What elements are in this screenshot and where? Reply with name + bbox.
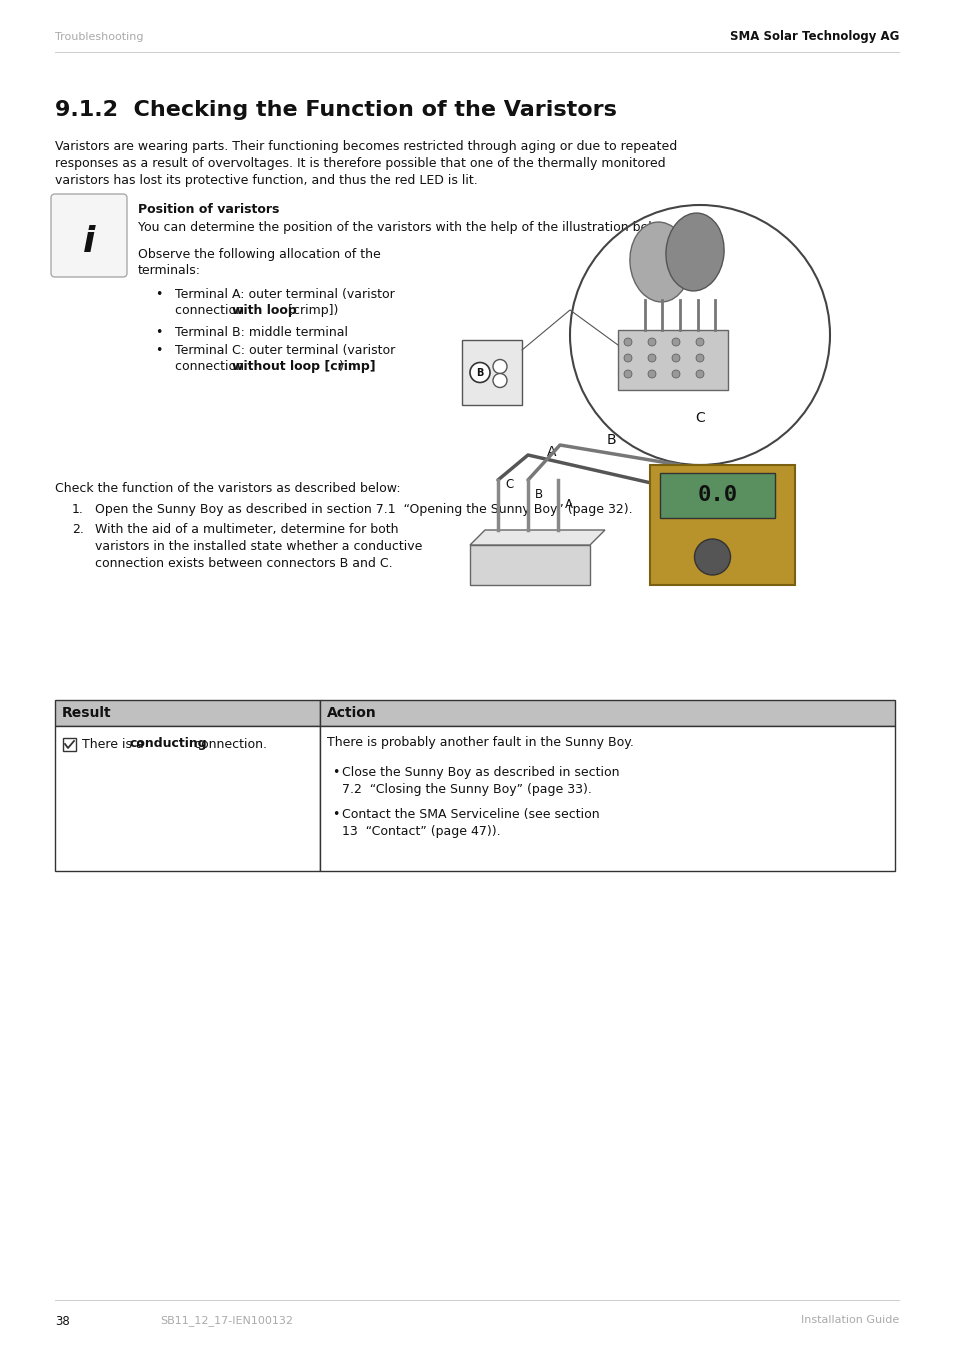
Text: with loop: with loop: [232, 304, 296, 316]
Text: Terminal C: outer terminal (varistor: Terminal C: outer terminal (varistor: [174, 343, 395, 357]
Bar: [649, 465, 794, 585]
Circle shape: [647, 370, 656, 379]
Text: 38: 38: [55, 1315, 70, 1328]
Circle shape: [623, 370, 631, 379]
Text: •: •: [154, 343, 162, 357]
Text: 0.0: 0.0: [697, 485, 737, 506]
Text: connection exists between connectors B and C.: connection exists between connectors B a…: [95, 557, 393, 571]
Circle shape: [623, 354, 631, 362]
Text: Terminal B: middle terminal: Terminal B: middle terminal: [174, 326, 348, 339]
Text: A: A: [564, 499, 573, 511]
Bar: [461, 339, 521, 406]
Circle shape: [696, 370, 703, 379]
Ellipse shape: [665, 214, 723, 291]
Circle shape: [493, 360, 506, 373]
Text: •: •: [332, 808, 339, 821]
Text: terminals:: terminals:: [138, 264, 201, 277]
Text: connection: connection: [174, 360, 248, 373]
Text: 1.: 1.: [71, 503, 84, 516]
Text: Troubleshooting: Troubleshooting: [55, 32, 143, 42]
Bar: [319, 700, 894, 726]
Bar: [55, 700, 319, 726]
Text: B: B: [605, 433, 616, 448]
Circle shape: [470, 362, 490, 383]
Text: Installation Guide: Installation Guide: [800, 1315, 898, 1325]
Circle shape: [694, 539, 730, 575]
Circle shape: [696, 338, 703, 346]
Polygon shape: [470, 530, 604, 545]
Text: You can determine the position of the varistors with the help of the illustratio: You can determine the position of the va…: [138, 220, 672, 234]
Text: connection: connection: [174, 304, 248, 316]
Text: Check the function of the varistors as described below:: Check the function of the varistors as d…: [55, 483, 400, 495]
Text: C: C: [695, 411, 704, 425]
Circle shape: [647, 338, 656, 346]
Text: •: •: [154, 326, 162, 339]
Text: 9.1.2  Checking the Function of the Varistors: 9.1.2 Checking the Function of the Varis…: [55, 100, 617, 120]
Bar: [618, 330, 727, 389]
Circle shape: [623, 338, 631, 346]
Text: C: C: [504, 479, 513, 492]
Text: There is probably another fault in the Sunny Boy.: There is probably another fault in the S…: [327, 735, 633, 749]
Text: without loop [crimp]: without loop [crimp]: [232, 360, 375, 373]
Text: ): ): [338, 360, 343, 373]
Text: i: i: [83, 224, 95, 258]
Circle shape: [647, 354, 656, 362]
Text: Close the Sunny Boy as described in section: Close the Sunny Boy as described in sect…: [341, 767, 618, 779]
Text: Observe the following allocation of the: Observe the following allocation of the: [138, 247, 380, 261]
Text: connection.: connection.: [190, 737, 267, 750]
Circle shape: [671, 354, 679, 362]
Text: Terminal A: outer terminal (varistor: Terminal A: outer terminal (varistor: [174, 288, 395, 301]
Circle shape: [493, 373, 506, 388]
Bar: [319, 726, 894, 871]
Text: Action: Action: [327, 706, 376, 721]
Ellipse shape: [629, 222, 689, 301]
Text: [crimp]): [crimp]): [284, 304, 338, 316]
Text: varistors has lost its protective function, and thus the red LED is lit.: varistors has lost its protective functi…: [55, 174, 477, 187]
Text: Open the Sunny Boy as described in section 7.1  “Opening the Sunny Boy” (page 32: Open the Sunny Boy as described in secti…: [95, 503, 632, 516]
FancyBboxPatch shape: [51, 193, 127, 277]
Text: B: B: [476, 368, 483, 377]
Text: Varistors are wearing parts. Their functioning becomes restricted through aging : Varistors are wearing parts. Their funct…: [55, 141, 677, 153]
Text: Position of varistors: Position of varistors: [138, 203, 279, 216]
Circle shape: [671, 370, 679, 379]
Text: •: •: [154, 288, 162, 301]
Text: Contact the SMA Serviceline (see section: Contact the SMA Serviceline (see section: [341, 808, 599, 821]
Text: varistors in the installed state whether a conductive: varistors in the installed state whether…: [95, 539, 422, 553]
Bar: [63, 738, 76, 750]
Text: 7.2  “Closing the Sunny Boy” (page 33).: 7.2 “Closing the Sunny Boy” (page 33).: [341, 783, 591, 796]
Text: SMA Solar Technology AG: SMA Solar Technology AG: [729, 30, 898, 43]
Text: Result: Result: [62, 706, 112, 721]
Text: conducting: conducting: [130, 737, 208, 750]
Text: With the aid of a multimeter, determine for both: With the aid of a multimeter, determine …: [95, 523, 398, 535]
Circle shape: [671, 338, 679, 346]
Text: 13  “Contact” (page 47)).: 13 “Contact” (page 47)).: [341, 825, 500, 838]
Text: responses as a result of overvoltages. It is therefore possible that one of the : responses as a result of overvoltages. I…: [55, 157, 665, 170]
Bar: [470, 545, 589, 585]
Text: 2.: 2.: [71, 523, 84, 535]
Text: •: •: [332, 767, 339, 779]
Bar: [55, 726, 319, 871]
Circle shape: [696, 354, 703, 362]
Bar: [659, 473, 774, 518]
Text: SB11_12_17-IEN100132: SB11_12_17-IEN100132: [160, 1315, 293, 1326]
Text: A: A: [547, 445, 557, 458]
Text: B: B: [535, 488, 542, 502]
Text: There is a: There is a: [82, 737, 148, 750]
